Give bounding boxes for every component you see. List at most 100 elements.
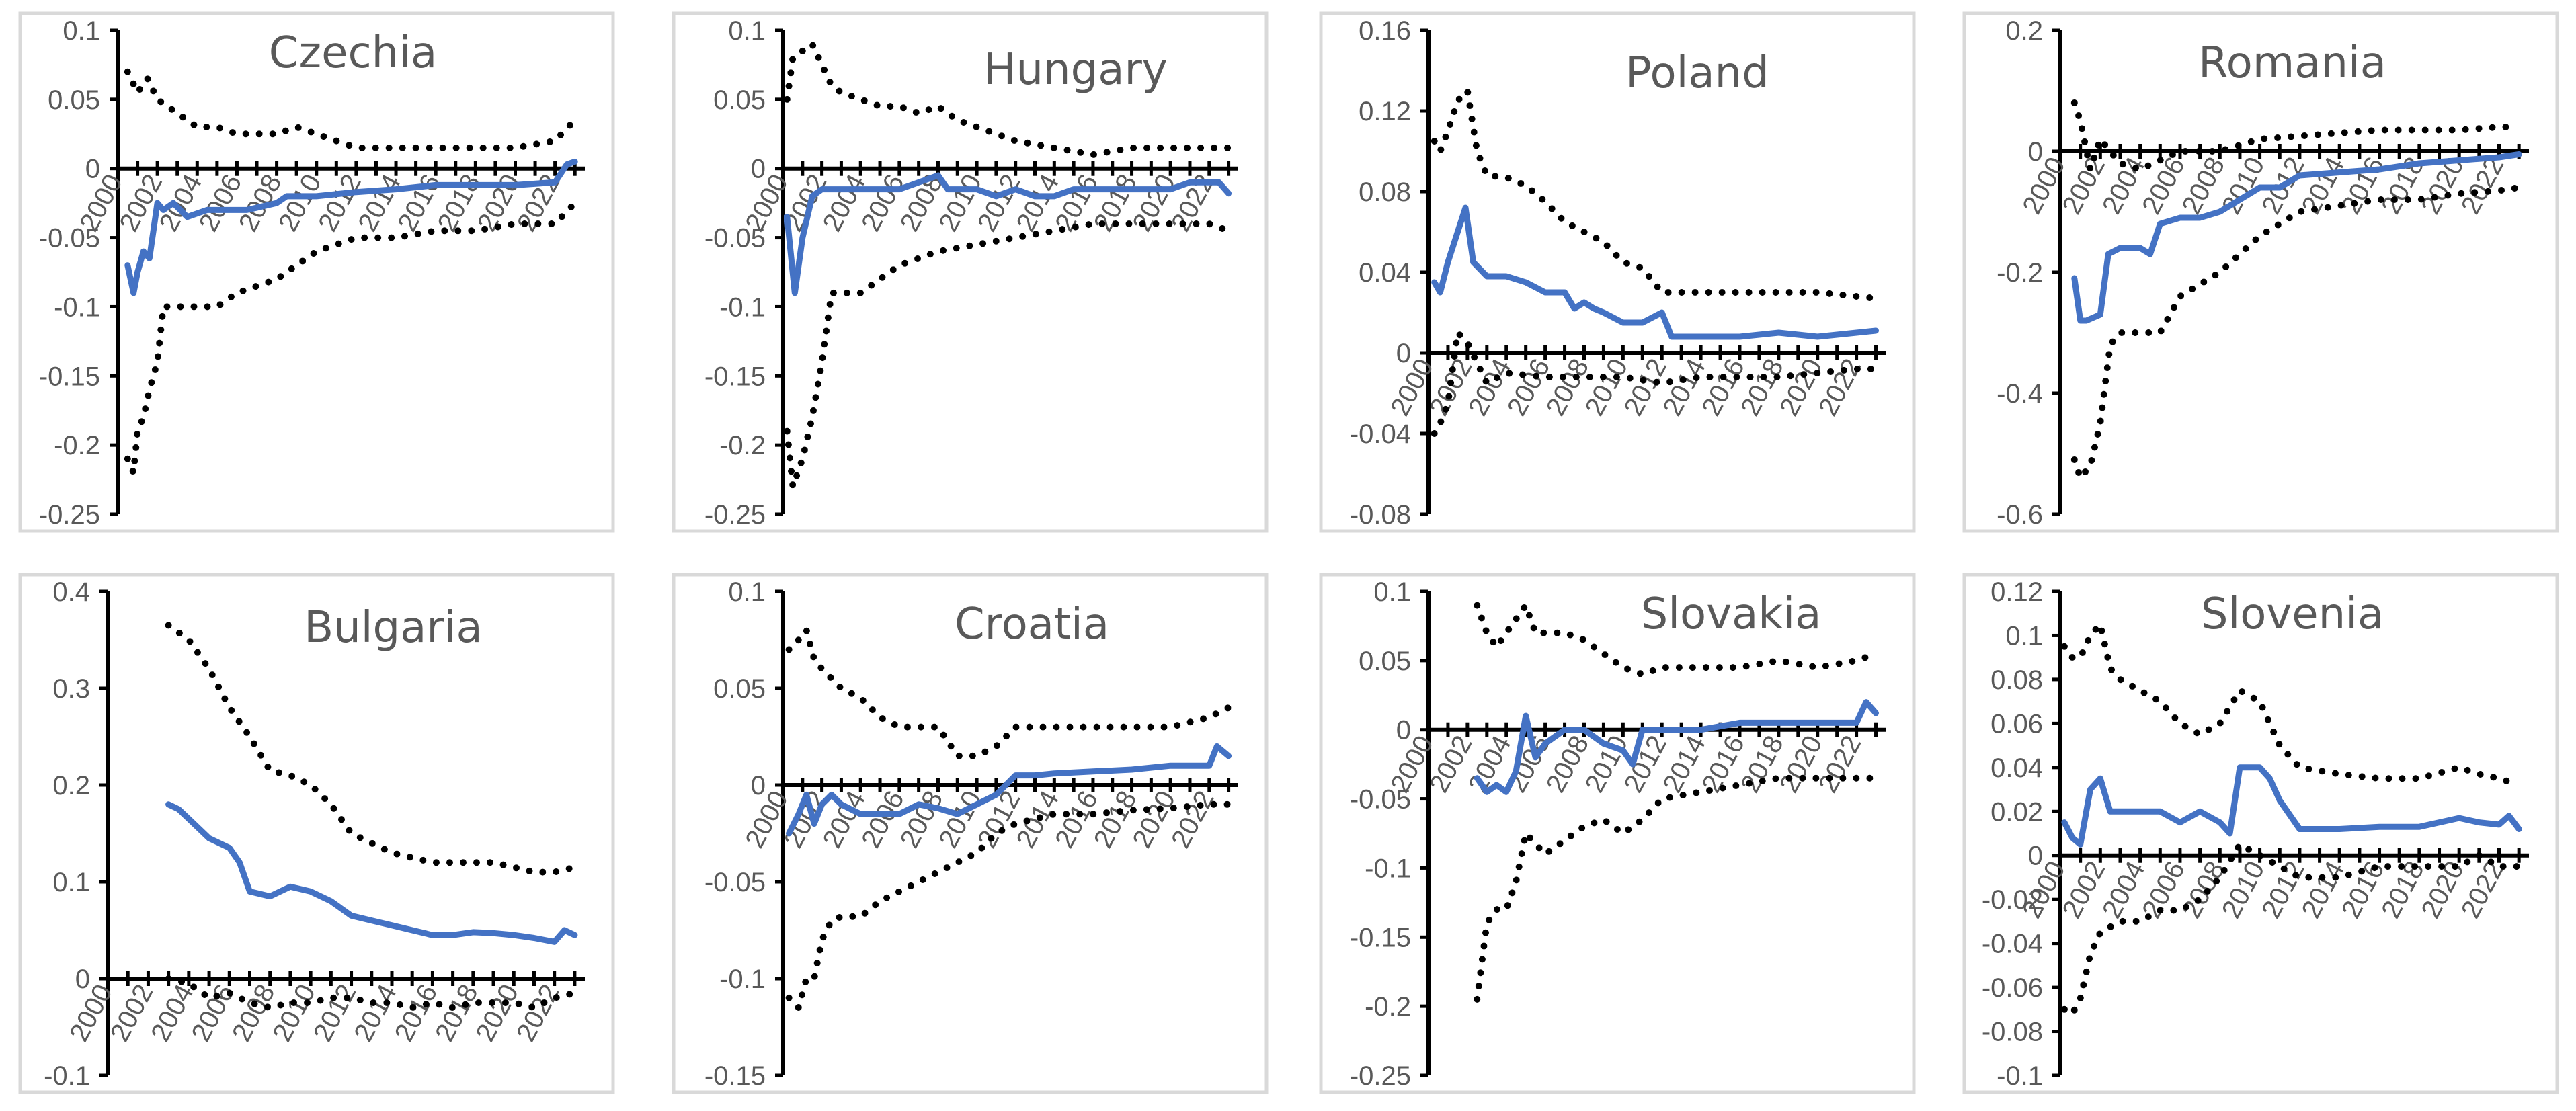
y-tick-label: 0.1 — [63, 16, 100, 46]
y-tick-label: -0.05 — [705, 224, 766, 253]
panel-frame — [672, 573, 1269, 1094]
y-tick-label: -0.15 — [705, 362, 766, 391]
y-tick-label: -0.6 — [1997, 500, 2043, 530]
chart-panel-czechia: 0.10.050-0.05-0.1-0.15-0.2-0.25200020022… — [18, 11, 615, 533]
panel-title: Czechia — [269, 28, 437, 78]
y-tick-label: -0.25 — [705, 500, 766, 530]
y-tick-label: -0.4 — [1997, 379, 2043, 409]
y-tick-label: 0.05 — [713, 674, 766, 704]
y-tick-label: 0 — [1396, 339, 1411, 368]
series-upper-band — [165, 622, 578, 876]
y-tick-label: -0.1 — [44, 1061, 90, 1091]
y-tick-label: -0.2 — [54, 431, 100, 460]
y-tick-label: 0.1 — [728, 16, 766, 46]
y-tick-label: 0.16 — [1359, 16, 1411, 46]
y-tick-label: 0.12 — [1359, 97, 1411, 126]
y-tick-label: 0 — [2028, 841, 2043, 871]
series-estimate — [786, 743, 1232, 837]
panel-frame — [672, 11, 1269, 533]
y-tick-label: 0.08 — [1359, 177, 1411, 207]
y-tick-label: -0.1 — [719, 964, 766, 994]
y-tick-label: -0.08 — [1982, 1018, 2043, 1047]
y-tick-label: 0.1 — [1373, 577, 1411, 607]
series-estimate — [784, 172, 1232, 296]
y-tick-label: -0.2 — [719, 431, 766, 460]
y-tick-label: 0 — [85, 155, 100, 184]
panel-frame — [1319, 11, 1916, 533]
y-tick-label: 0.2 — [52, 771, 90, 800]
y-tick-label: -0.06 — [1982, 973, 2043, 1003]
y-tick-label: -0.15 — [705, 1061, 766, 1091]
y-tick-label: -0.02 — [1982, 885, 2043, 915]
series-upper-band — [2060, 621, 2523, 788]
y-tick-label: -0.05 — [1350, 785, 1411, 815]
y-tick-label: 0.02 — [1990, 797, 2043, 827]
chart-panel-romania: 0.20-0.2-0.4-0.6200020022004200620082010… — [1962, 11, 2559, 533]
chart-panel-hungary: 0.10.050-0.05-0.1-0.15-0.2-0.25200020022… — [672, 11, 1269, 533]
y-tick-label: 0.3 — [52, 674, 90, 704]
panel-title: Bulgaria — [304, 603, 482, 653]
series-upper-band — [1474, 602, 1880, 678]
chart-panel-poland: 0.160.120.080.040-0.04-0.082000200220042… — [1319, 11, 1916, 533]
panel-frame — [1962, 11, 2559, 533]
series-lower-band — [1431, 329, 1880, 437]
series-lower-band — [783, 220, 1232, 490]
series-estimate — [1431, 204, 1879, 340]
y-tick-label: -0.15 — [1350, 923, 1411, 952]
panel-title: Slovenia — [2201, 589, 2384, 639]
y-tick-label: -0.1 — [1997, 1061, 2043, 1091]
y-tick-label: 0.1 — [728, 577, 766, 607]
series-estimate — [165, 801, 578, 945]
series-estimate — [2071, 151, 2522, 324]
y-tick-label: 0.04 — [1990, 753, 2043, 783]
y-tick-label: 0 — [75, 964, 90, 994]
series-upper-band — [1431, 87, 1880, 302]
y-tick-label: 0.06 — [1990, 709, 2043, 739]
panel-title: Croatia — [955, 600, 1109, 649]
y-tick-label: -0.2 — [1365, 992, 1411, 1022]
y-tick-label: -0.1 — [54, 292, 100, 322]
y-tick-label: 0.05 — [1359, 647, 1411, 676]
series-upper-band — [2070, 99, 2523, 173]
series-lower-band — [165, 975, 578, 1012]
y-tick-label: 0.1 — [52, 868, 90, 897]
panel-title: Poland — [1625, 48, 1769, 98]
y-tick-label: -0.2 — [1997, 258, 2043, 288]
y-tick-label: -0.1 — [1365, 854, 1411, 883]
y-tick-label: -0.25 — [39, 500, 100, 530]
y-tick-label: 0.08 — [1990, 665, 2043, 695]
series-upper-band — [783, 40, 1232, 159]
series-estimate — [1474, 699, 1879, 795]
chart-panel-slovakia: 0.10.050-0.05-0.1-0.15-0.2-0.25200020022… — [1319, 573, 1916, 1094]
y-tick-label: -0.04 — [1982, 930, 2043, 959]
y-tick-label: -0.05 — [39, 224, 100, 253]
y-tick-label: 0 — [751, 155, 766, 184]
series-lower-band — [2070, 184, 2523, 481]
panel-frame — [18, 11, 615, 533]
y-tick-label: 0.12 — [1990, 577, 2043, 607]
y-tick-label: 0.1 — [2005, 621, 2043, 651]
y-tick-label: -0.04 — [1350, 419, 1411, 449]
y-tick-label: 0.4 — [52, 577, 90, 607]
series-lower-band — [2060, 841, 2523, 1018]
y-tick-label: -0.05 — [705, 868, 766, 897]
chart-panel-croatia: 0.10.050-0.05-0.1-0.15200020022004200620… — [672, 573, 1269, 1094]
panel-frame — [1962, 573, 2559, 1094]
y-tick-label: 0 — [751, 771, 766, 800]
y-tick-label: 0.05 — [48, 85, 100, 115]
y-tick-label: -0.15 — [39, 362, 100, 391]
panel-frame — [18, 573, 615, 1094]
y-tick-label: 0.2 — [2005, 16, 2043, 46]
series-lower-band — [1474, 774, 1880, 1003]
series-estimate — [2061, 764, 2522, 848]
y-tick-label: 0 — [2028, 137, 2043, 167]
series-upper-band — [124, 68, 579, 151]
chart-panel-slovenia: 0.12 0.1 0.08 0.06 0.04 0.02 0 -0.02 -0.04 -0.06 -… — [1962, 573, 2559, 1094]
series-estimate — [124, 158, 578, 296]
series-lower-band — [124, 200, 579, 477]
y-tick-label: 0.05 — [713, 85, 766, 115]
y-tick-label: 0.04 — [1359, 258, 1411, 288]
y-tick-label: -0.1 — [719, 292, 766, 322]
y-tick-label: -0.25 — [1350, 1061, 1411, 1091]
